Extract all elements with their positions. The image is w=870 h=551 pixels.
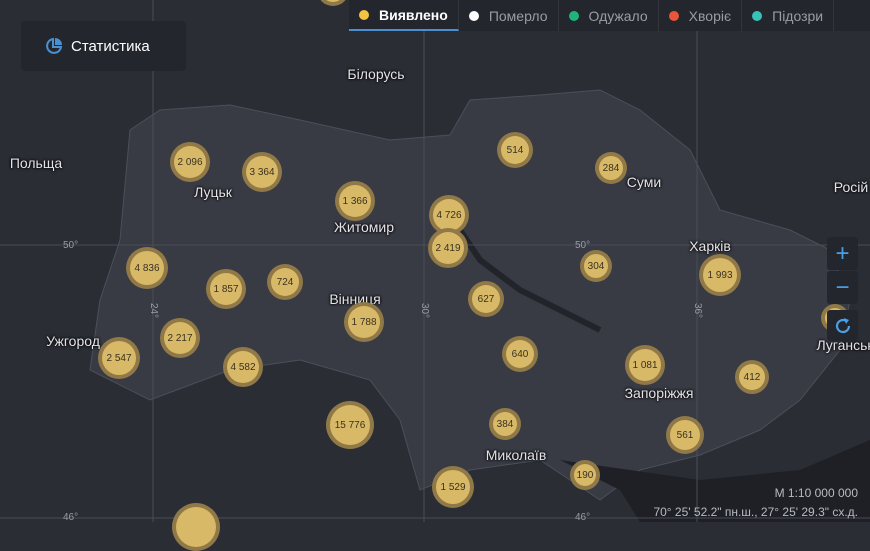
tab-2[interactable]: Одужало <box>559 0 659 31</box>
tab-label: Виявлено <box>379 6 448 23</box>
statistics-label: Статистика <box>71 37 150 55</box>
case-cluster[interactable]: 1 993 <box>699 254 741 296</box>
lat-label: 46° <box>63 512 79 523</box>
case-cluster[interactable]: 2 547 <box>98 337 140 379</box>
case-cluster[interactable]: 561 <box>666 416 704 454</box>
case-cluster[interactable]: 724 <box>267 264 303 300</box>
place-label: Луганськ <box>816 337 870 353</box>
case-cluster[interactable]: 412 <box>735 360 769 394</box>
tab-0[interactable]: Виявлено <box>349 0 459 31</box>
status-dot-icon <box>752 10 763 21</box>
status-dot-icon <box>468 10 479 21</box>
tab-label: Померло <box>488 7 548 24</box>
case-cluster[interactable]: 2 096 <box>170 142 210 182</box>
lon-label: 36° <box>692 302 704 319</box>
reset-view-button[interactable] <box>827 310 858 341</box>
case-cluster[interactable]: 4 836 <box>126 247 168 289</box>
place-label: Білорусь <box>347 66 405 82</box>
tab-4[interactable]: Підозри <box>742 0 835 31</box>
case-cluster[interactable]: 4 582 <box>223 347 263 387</box>
place-label: Росій <box>833 179 869 195</box>
zoom-in-button[interactable]: + <box>827 237 858 270</box>
case-cluster[interactable]: 627 <box>468 281 504 317</box>
place-label: Миколаїв <box>485 447 547 463</box>
case-cluster[interactable]: 1 366 <box>335 181 375 221</box>
case-cluster[interactable]: 1 081 <box>625 345 665 385</box>
tab-label: Підозри <box>772 7 824 24</box>
status-dot-icon <box>359 9 369 20</box>
status-dot-icon <box>568 10 579 21</box>
case-cluster[interactable]: 284 <box>595 152 627 184</box>
case-cluster[interactable]: 2 419 <box>428 228 468 268</box>
zoom-out-button[interactable]: − <box>827 271 858 304</box>
case-cluster[interactable]: 190 <box>570 460 600 490</box>
tab-1[interactable]: Померло <box>459 0 559 31</box>
lat-label: 50° <box>575 240 591 251</box>
place-label: Суми <box>626 174 662 190</box>
place-label: Луцьк <box>194 184 232 200</box>
cursor-coordinates: 70° 25' 52.2" пн.ш., 27° 25' 29.3" сх.д. <box>653 505 858 519</box>
case-cluster[interactable]: 3 364 <box>242 152 282 192</box>
case-cluster[interactable] <box>172 503 220 551</box>
case-cluster[interactable]: 1 788 <box>344 302 384 342</box>
case-cluster[interactable]: 384 <box>489 408 521 440</box>
case-cluster[interactable]: 640 <box>502 336 538 372</box>
case-cluster[interactable]: 2 217 <box>160 318 200 358</box>
lon-label: 30° <box>419 302 431 319</box>
lat-label: 46° <box>575 512 591 523</box>
case-cluster[interactable]: 15 776 <box>326 401 374 449</box>
refresh-icon <box>835 317 850 333</box>
case-cluster[interactable]: 1 857 <box>206 269 246 309</box>
pie-chart-icon <box>46 37 63 54</box>
metric-tabs: Виявлено Померло Одужало Хворіє Підозри <box>349 0 870 31</box>
tab-label: Хворіє <box>688 7 732 24</box>
lat-label: 50° <box>63 240 79 251</box>
statistics-button[interactable]: Статистика <box>21 21 186 71</box>
place-label: Житомир <box>333 219 395 235</box>
place-label: Харків <box>689 238 731 254</box>
place-label: Ужгород <box>46 333 100 349</box>
case-cluster[interactable]: 1 529 <box>432 466 474 508</box>
tab-label: Одужало <box>588 7 648 24</box>
place-label: Запоріжжя <box>624 385 694 401</box>
status-dot-icon <box>668 10 679 21</box>
lon-label: 24° <box>148 302 160 319</box>
case-cluster[interactable]: 514 <box>497 132 533 168</box>
map-scale: М 1:10 000 000 <box>774 486 858 500</box>
tab-3[interactable]: Хворіє <box>659 0 743 31</box>
case-cluster[interactable]: 304 <box>580 250 612 282</box>
place-label: Польща <box>9 155 63 171</box>
